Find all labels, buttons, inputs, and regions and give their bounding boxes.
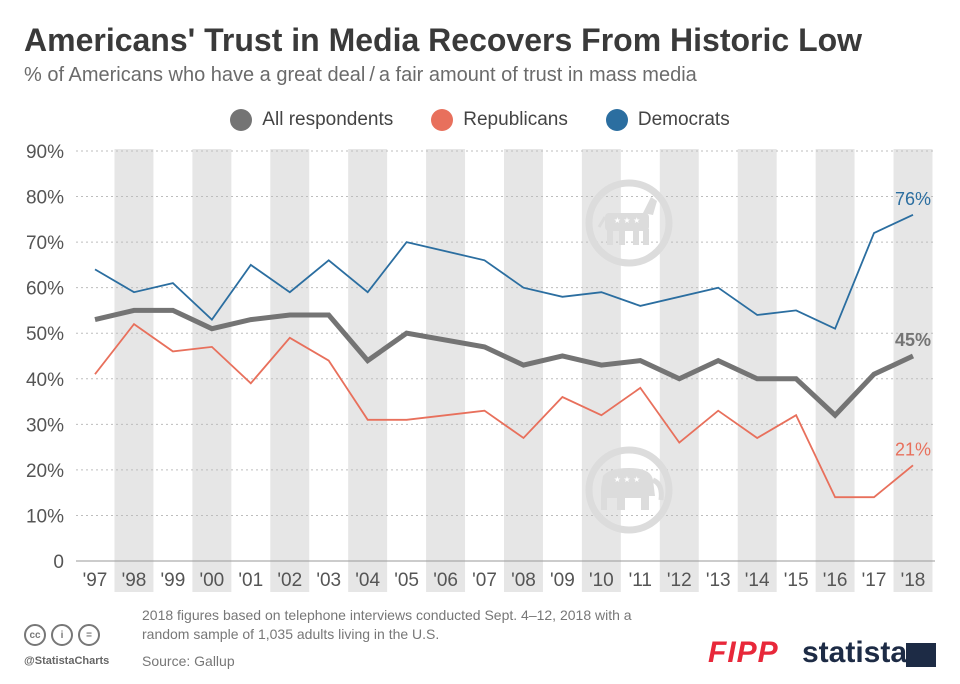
y-tick-label: 0: [53, 552, 64, 573]
x-tick-label: '05: [394, 570, 419, 591]
cc-icon: cc: [24, 624, 46, 646]
x-axis-labels: '97 '98 '99 '00 '01 '02 '03 '04 '05 '06 '07 '08 '09 '…: [83, 570, 926, 591]
x-tick-label: '15: [784, 570, 809, 591]
x-tick-label: '03: [316, 570, 341, 591]
legend-label-democrats: Democrats: [637, 109, 730, 130]
legend-item-republicans: Republicans: [431, 109, 568, 131]
end-labels: 76% 21% 45%: [895, 189, 931, 460]
elephant-icon: ★ ★ ★: [585, 446, 673, 534]
column-band: [815, 149, 855, 592]
attribution-icon: i: [51, 624, 73, 646]
y-tick-label: 20%: [26, 461, 64, 482]
x-tick-label: '16: [823, 570, 848, 591]
statista-logo: statista: [802, 636, 908, 669]
y-tick-label: 70%: [26, 233, 64, 254]
series-lines: [94, 213, 915, 499]
twitter-handle: @StatistaCharts: [24, 655, 110, 667]
legend-label-all: All respondents: [262, 109, 394, 130]
column-band: [192, 149, 232, 592]
donkey-icon: ★ ★ ★: [585, 179, 673, 267]
column-band: [893, 149, 933, 592]
series-line: [94, 213, 914, 330]
x-tick-label: '00: [199, 570, 224, 591]
y-tick-label: 50%: [26, 324, 64, 345]
x-tick-label: '10: [589, 570, 614, 591]
column-band: [270, 149, 310, 592]
y-tick-label: 40%: [26, 370, 64, 391]
legend-swatch-all: [230, 109, 253, 131]
y-axis-labels: 0 10% 20% 30% 40% 50% 60% 70% 80% 90%: [26, 142, 64, 573]
legend-item-democrats: Democrats: [605, 109, 730, 131]
x-tick-label: '12: [667, 570, 692, 591]
x-tick-label: '97: [83, 570, 108, 591]
x-tick-label: '07: [472, 570, 497, 591]
license-icons: cc i =: [24, 624, 100, 646]
end-label: 76%: [895, 189, 931, 209]
no-derivatives-icon: =: [78, 624, 100, 646]
legend: All respondents Republicans Democrats: [0, 109, 960, 131]
x-tick-label: '09: [550, 570, 575, 591]
end-label: 21%: [895, 439, 931, 459]
y-tick-label: 90%: [26, 142, 64, 163]
chart-subtitle: % of Americans who have a great deal / a…: [24, 64, 697, 86]
x-tick-label: '13: [706, 570, 731, 591]
column-bands: [114, 149, 933, 592]
party-icons: ★ ★ ★ ★ ★ ★: [585, 179, 673, 534]
x-tick-label: '02: [277, 570, 302, 591]
source: Source: Gallup: [142, 653, 235, 669]
column-band: [114, 149, 154, 592]
x-tick-label: '11: [629, 570, 652, 591]
x-tick-label: '98: [122, 570, 147, 591]
x-tick-label: '04: [355, 570, 380, 591]
x-tick-label: '01: [238, 570, 263, 591]
legend-swatch-democrats: [605, 109, 628, 131]
x-tick-label: '08: [511, 570, 536, 591]
x-tick-label: '17: [862, 570, 887, 591]
svg-text:★ ★ ★: ★ ★ ★: [614, 216, 641, 225]
x-tick-label: '99: [161, 570, 186, 591]
x-tick-label: '06: [433, 570, 458, 591]
column-band: [348, 149, 388, 592]
column-band: [504, 149, 543, 592]
y-tick-label: 10%: [26, 506, 64, 527]
y-tick-label: 30%: [26, 415, 64, 436]
fipp-logo: FIPP: [708, 636, 779, 669]
x-tick-label: '18: [901, 570, 926, 591]
legend-swatch-republicans: [431, 109, 454, 131]
series-line: [94, 322, 914, 499]
end-label: 45%: [895, 330, 931, 350]
statista-logo-mark: [906, 643, 936, 667]
series-line: [94, 307, 915, 419]
footnote: 2018 figures based on telephone intervie…: [142, 607, 632, 642]
y-tick-label: 80%: [26, 188, 64, 209]
line-chart: 0 10% 20% 30% 40% 50% 60% 70% 80% 90% '97 '98 '99 '0…: [26, 142, 935, 592]
x-tick-label: '14: [745, 570, 770, 591]
legend-label-republicans: Republicans: [463, 109, 568, 130]
legend-item-all: All respondents: [230, 109, 393, 131]
y-tick-label: 60%: [26, 279, 64, 300]
column-band: [426, 149, 466, 592]
svg-text:★ ★ ★: ★ ★ ★: [614, 475, 641, 484]
chart-title: Americans' Trust in Media Recovers From …: [24, 22, 863, 58]
